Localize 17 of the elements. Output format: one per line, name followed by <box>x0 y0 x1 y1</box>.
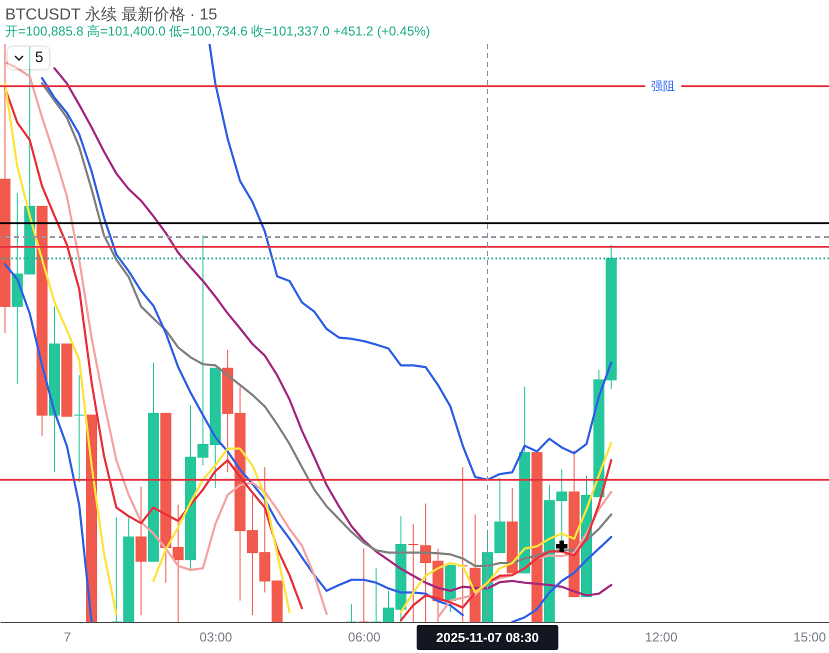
x-tick-label: 06:00 <box>348 630 381 644</box>
dropdown-button: 5 <box>8 47 50 69</box>
annotation: 5 <box>35 48 44 68</box>
candlestick <box>346 604 357 622</box>
candlestick <box>408 524 419 622</box>
ref-line-label: 强阻 <box>651 79 676 94</box>
chart-subtitle: 开=100,885.8 高=101,400.0 低=100,734.6 收=101,337.0 +451.2 (+0.45%) <box>5 24 430 38</box>
x-tick-label: 03:00 <box>200 630 232 644</box>
chart-title: BTCUSDT 永续 最新价格 · 15 <box>5 6 218 24</box>
candlestick <box>74 374 85 483</box>
x-tick-label: 7 <box>64 630 71 644</box>
x-tick-label: 12:00 <box>644 630 678 644</box>
ref-line-label: 2025-11-07 08:30 <box>436 630 539 645</box>
candlestick <box>358 548 370 622</box>
candlestick <box>370 568 382 622</box>
x-tick-label: 15:00 <box>793 630 826 644</box>
candlestick <box>457 466 468 622</box>
